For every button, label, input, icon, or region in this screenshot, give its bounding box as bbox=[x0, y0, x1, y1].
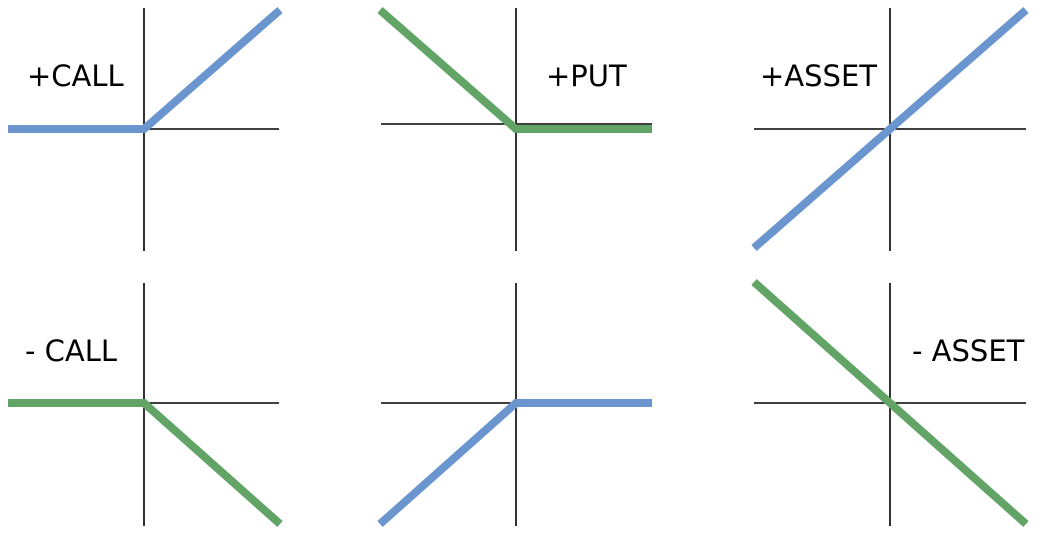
long-asset-payoff-line bbox=[751, 6, 1029, 252]
short-call-payoff-line bbox=[8, 399, 283, 527]
long-put-payoff-line bbox=[377, 6, 652, 133]
panel-short-asset: - ASSET bbox=[751, 279, 1029, 527]
short-asset-label: - ASSET bbox=[912, 334, 1025, 368]
long-call-label: +CALL bbox=[27, 59, 124, 93]
short-call-label: - CALL bbox=[25, 334, 117, 368]
long-put-label: +PUT bbox=[546, 59, 627, 93]
panel-long-call: +CALL bbox=[8, 6, 283, 251]
panel-long-put: +PUT bbox=[377, 6, 652, 251]
long-call-payoff-line bbox=[8, 6, 283, 133]
short-asset-payoff-line bbox=[751, 279, 1029, 527]
panel-long-asset: +ASSET bbox=[751, 6, 1029, 252]
panel-short-put bbox=[377, 283, 652, 527]
panel-short-call: - CALL bbox=[8, 283, 283, 527]
long-asset-label: +ASSET bbox=[760, 59, 877, 93]
short-put-payoff-line bbox=[377, 399, 652, 527]
